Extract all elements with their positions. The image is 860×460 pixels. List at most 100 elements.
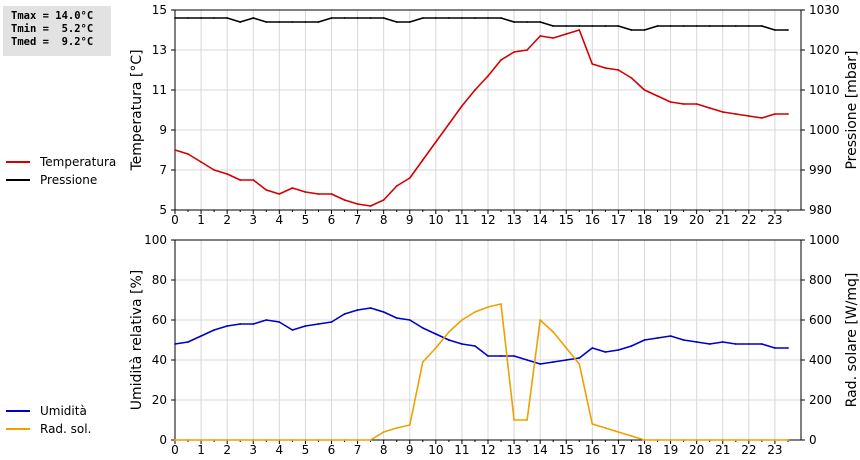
data-point-umidita	[721, 341, 724, 343]
data-point-umidita	[526, 359, 529, 361]
y-tick-label: 60	[152, 313, 167, 327]
data-point-umidita	[200, 335, 202, 337]
data-point-pressione	[721, 25, 724, 27]
x-tick-label: 2	[223, 213, 231, 227]
data-point-pressione	[213, 17, 216, 19]
legend-item-temperatura: Temperatura	[6, 153, 116, 171]
data-point-radiazione	[617, 431, 620, 433]
data-point-temperatura	[747, 115, 750, 117]
legend-swatch-umidita	[6, 410, 30, 412]
data-point-umidita	[239, 323, 242, 325]
y-tick-label: 15	[152, 3, 167, 17]
legend-item-pressione: Pressione	[6, 171, 116, 189]
x-tick-label: 21	[715, 213, 730, 227]
data-point-pressione	[682, 25, 685, 27]
data-point-temperatura	[304, 191, 307, 193]
y2-tick-label: 600	[809, 313, 832, 327]
data-point-temperatura	[643, 89, 646, 91]
data-point-umidita	[747, 343, 750, 345]
data-point-umidita	[565, 359, 568, 361]
series-line-temperatura	[174, 29, 788, 207]
data-point-radiazione	[708, 439, 711, 441]
data-point-pressione	[187, 17, 189, 19]
x-tick-label: 0	[171, 443, 179, 457]
data-point-radiazione	[565, 347, 568, 349]
x-tick-label: 23	[767, 213, 782, 227]
data-point-umidita	[682, 339, 685, 341]
data-point-temperatura	[552, 37, 555, 39]
data-point-umidita	[643, 339, 646, 341]
y2-tick-label: 0	[809, 433, 817, 447]
x-tick-label: 19	[663, 443, 678, 457]
data-point-pressione	[226, 17, 229, 19]
data-point-radiazione	[187, 439, 189, 441]
data-point-pressione	[200, 17, 202, 19]
y2-axis-title: Rad. solare [W/mq]	[844, 273, 860, 408]
data-point-pressione	[774, 29, 776, 31]
data-point-radiazione	[682, 439, 685, 441]
data-point-radiazione	[317, 439, 320, 441]
data-point-umidita	[513, 355, 515, 357]
data-point-pressione	[591, 25, 594, 27]
data-point-pressione	[787, 29, 789, 31]
data-point-radiazione	[265, 439, 268, 441]
legend-item-radiazione: Rad. sol.	[6, 420, 91, 438]
y2-axis-title: Pressione [mbar]	[844, 50, 860, 169]
x-tick-label: 12	[480, 213, 495, 227]
x-tick-label: 10	[428, 213, 443, 227]
x-tick-label: 19	[663, 213, 678, 227]
data-point-pressione	[617, 25, 620, 27]
data-point-temperatura	[174, 149, 176, 151]
data-point-pressione	[539, 21, 542, 23]
data-point-temperatura	[774, 113, 776, 115]
data-point-umidita	[630, 345, 633, 347]
data-point-temperatura	[421, 159, 424, 161]
y2-tick-label: 1000	[809, 233, 840, 247]
x-tick-label: 7	[354, 213, 362, 227]
data-point-radiazione	[239, 439, 242, 441]
x-tick-label: 17	[611, 213, 626, 227]
x-tick-label: 14	[533, 443, 548, 457]
legend-swatch-radiazione	[6, 428, 30, 430]
data-point-temperatura	[539, 35, 542, 37]
data-point-temperatura	[500, 59, 502, 61]
data-point-pressione	[304, 21, 307, 23]
data-point-temperatura	[760, 117, 763, 119]
data-point-pressione	[643, 29, 646, 31]
data-point-temperatura	[213, 169, 216, 171]
y-tick-label: 80	[152, 273, 167, 287]
data-point-temperatura	[630, 77, 633, 79]
data-point-umidita	[304, 325, 307, 327]
data-point-pressione	[421, 17, 424, 19]
x-tick-label: 7	[354, 443, 362, 457]
data-point-umidita	[252, 323, 255, 325]
data-point-umidita	[174, 343, 176, 345]
data-point-radiazione	[734, 439, 737, 441]
x-tick-label: 11	[454, 213, 469, 227]
data-point-radiazione	[356, 439, 359, 441]
data-point-temperatura	[317, 193, 320, 195]
data-point-radiazione	[474, 311, 476, 313]
data-point-umidita	[591, 347, 594, 349]
x-tick-label: 1	[197, 213, 205, 227]
y-tick-label: 100	[144, 233, 167, 247]
data-point-radiazione	[200, 439, 202, 441]
data-point-radiazione	[291, 439, 294, 441]
data-point-temperatura	[708, 107, 711, 109]
data-point-pressione	[252, 17, 255, 19]
data-point-radiazione	[369, 439, 372, 441]
plot-frame	[174, 9, 802, 211]
data-point-temperatura	[330, 193, 333, 195]
legend-label-radiazione: Rad. sol.	[40, 422, 92, 436]
data-point-radiazione	[630, 435, 633, 437]
data-point-temperatura	[369, 205, 372, 207]
data-point-umidita	[408, 319, 411, 321]
data-point-pressione	[239, 21, 242, 23]
data-point-temperatura	[591, 63, 594, 65]
data-point-umidita	[774, 347, 776, 349]
data-point-umidita	[421, 327, 424, 329]
data-point-temperatura	[356, 203, 359, 205]
x-tick-label: 22	[741, 443, 756, 457]
x-tick-label: 1	[197, 443, 205, 457]
